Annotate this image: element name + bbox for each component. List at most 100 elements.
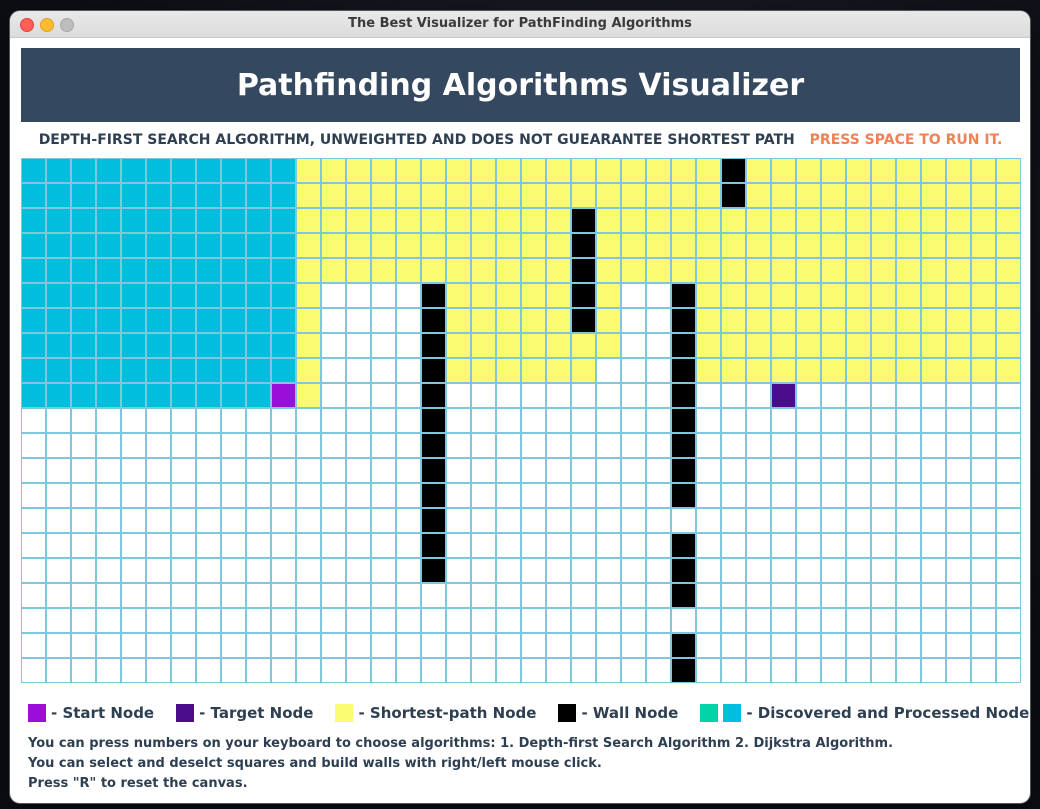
grid-cell[interactable] bbox=[246, 483, 271, 508]
grid-cell-wall[interactable] bbox=[421, 408, 446, 433]
grid-cell[interactable] bbox=[996, 483, 1021, 508]
grid-cell-path[interactable] bbox=[796, 333, 821, 358]
grid-cell[interactable] bbox=[296, 608, 321, 633]
grid-cell[interactable] bbox=[346, 583, 371, 608]
grid-cell[interactable] bbox=[121, 483, 146, 508]
grid-cell[interactable] bbox=[496, 383, 521, 408]
grid-cell-path[interactable] bbox=[421, 158, 446, 183]
grid-cell[interactable] bbox=[396, 458, 421, 483]
grid-cell[interactable] bbox=[996, 583, 1021, 608]
grid-cell-path[interactable] bbox=[346, 208, 371, 233]
grid-cell[interactable] bbox=[421, 633, 446, 658]
grid-cell[interactable] bbox=[946, 458, 971, 483]
grid-cell[interactable] bbox=[146, 408, 171, 433]
grid-cell-wall[interactable] bbox=[671, 383, 696, 408]
grid-cell[interactable] bbox=[771, 483, 796, 508]
grid-cell-processed[interactable] bbox=[171, 208, 196, 233]
grid-cell-wall[interactable] bbox=[421, 308, 446, 333]
grid-cell[interactable] bbox=[821, 508, 846, 533]
grid-cell[interactable] bbox=[721, 433, 746, 458]
grid-cell[interactable] bbox=[221, 608, 246, 633]
grid-cell[interactable] bbox=[771, 533, 796, 558]
grid-cell[interactable] bbox=[646, 358, 671, 383]
grid-cell-path[interactable] bbox=[921, 183, 946, 208]
grid-cell-path[interactable] bbox=[371, 258, 396, 283]
grid-cell-wall[interactable] bbox=[421, 283, 446, 308]
grid-cell[interactable] bbox=[471, 533, 496, 558]
grid-cell[interactable] bbox=[221, 408, 246, 433]
grid-cell[interactable] bbox=[271, 608, 296, 633]
grid-cell-wall[interactable] bbox=[571, 283, 596, 308]
grid-cell[interactable] bbox=[221, 458, 246, 483]
grid-cell[interactable] bbox=[871, 533, 896, 558]
grid-cell-path[interactable] bbox=[796, 358, 821, 383]
grid-cell-path[interactable] bbox=[546, 208, 571, 233]
grid-cell-wall[interactable] bbox=[421, 383, 446, 408]
grid-cell[interactable] bbox=[971, 558, 996, 583]
grid-cell[interactable] bbox=[71, 558, 96, 583]
grid-cell[interactable] bbox=[621, 333, 646, 358]
grid-cell-path[interactable] bbox=[871, 308, 896, 333]
grid-cell[interactable] bbox=[146, 558, 171, 583]
grid-cell[interactable] bbox=[196, 433, 221, 458]
grid-cell-processed[interactable] bbox=[196, 283, 221, 308]
grid-cell-path[interactable] bbox=[346, 158, 371, 183]
grid-cell-path[interactable] bbox=[521, 308, 546, 333]
grid-cell-path[interactable] bbox=[546, 333, 571, 358]
grid-cell[interactable] bbox=[221, 508, 246, 533]
grid-cell-path[interactable] bbox=[871, 333, 896, 358]
grid-cell-path[interactable] bbox=[821, 208, 846, 233]
grid-cell-path[interactable] bbox=[746, 183, 771, 208]
grid-cell-processed[interactable] bbox=[146, 258, 171, 283]
grid-cell[interactable] bbox=[421, 583, 446, 608]
grid-cell[interactable] bbox=[196, 483, 221, 508]
grid-cell-processed[interactable] bbox=[146, 358, 171, 383]
grid-cell[interactable] bbox=[521, 408, 546, 433]
grid-cell-path[interactable] bbox=[296, 308, 321, 333]
grid-cell-path[interactable] bbox=[321, 183, 346, 208]
grid-cell[interactable] bbox=[846, 383, 871, 408]
grid-cell[interactable] bbox=[521, 608, 546, 633]
grid-cell[interactable] bbox=[721, 508, 746, 533]
grid-cell-path[interactable] bbox=[946, 208, 971, 233]
grid-cell[interactable] bbox=[996, 633, 1021, 658]
grid-cell[interactable] bbox=[621, 308, 646, 333]
grid-cell-processed[interactable] bbox=[121, 308, 146, 333]
grid-cell-processed[interactable] bbox=[271, 158, 296, 183]
grid-cell[interactable] bbox=[21, 583, 46, 608]
grid-cell[interactable] bbox=[571, 508, 596, 533]
grid-cell[interactable] bbox=[371, 333, 396, 358]
grid-cell-processed[interactable] bbox=[71, 333, 96, 358]
grid-cell[interactable] bbox=[621, 558, 646, 583]
grid-cell[interactable] bbox=[571, 608, 596, 633]
grid-cell-processed[interactable] bbox=[196, 308, 221, 333]
grid-cell[interactable] bbox=[446, 533, 471, 558]
grid-cell[interactable] bbox=[546, 658, 571, 683]
grid-cell[interactable] bbox=[896, 508, 921, 533]
grid-cell-path[interactable] bbox=[521, 183, 546, 208]
grid-cell[interactable] bbox=[221, 533, 246, 558]
grid-cell-path[interactable] bbox=[996, 233, 1021, 258]
grid-cell-path[interactable] bbox=[596, 308, 621, 333]
grid-cell-path[interactable] bbox=[446, 158, 471, 183]
grid-cell[interactable] bbox=[71, 508, 96, 533]
grid-cell[interactable] bbox=[271, 408, 296, 433]
grid-cell-wall[interactable] bbox=[671, 458, 696, 483]
grid-cell[interactable] bbox=[921, 583, 946, 608]
grid-cell-path[interactable] bbox=[971, 283, 996, 308]
grid-cell-path[interactable] bbox=[521, 233, 546, 258]
grid-cell[interactable] bbox=[521, 533, 546, 558]
grid-cell[interactable] bbox=[321, 633, 346, 658]
grid-cell-path[interactable] bbox=[721, 333, 746, 358]
grid-cell-wall[interactable] bbox=[421, 458, 446, 483]
grid-cell[interactable] bbox=[446, 383, 471, 408]
grid-cell[interactable] bbox=[171, 583, 196, 608]
grid-cell[interactable] bbox=[71, 608, 96, 633]
grid-cell[interactable] bbox=[396, 383, 421, 408]
grid-cell-path[interactable] bbox=[446, 258, 471, 283]
grid-cell-path[interactable] bbox=[946, 233, 971, 258]
grid-cell[interactable] bbox=[571, 483, 596, 508]
grid-cell-path[interactable] bbox=[421, 208, 446, 233]
grid-cell[interactable] bbox=[246, 508, 271, 533]
grid-cell[interactable] bbox=[71, 483, 96, 508]
